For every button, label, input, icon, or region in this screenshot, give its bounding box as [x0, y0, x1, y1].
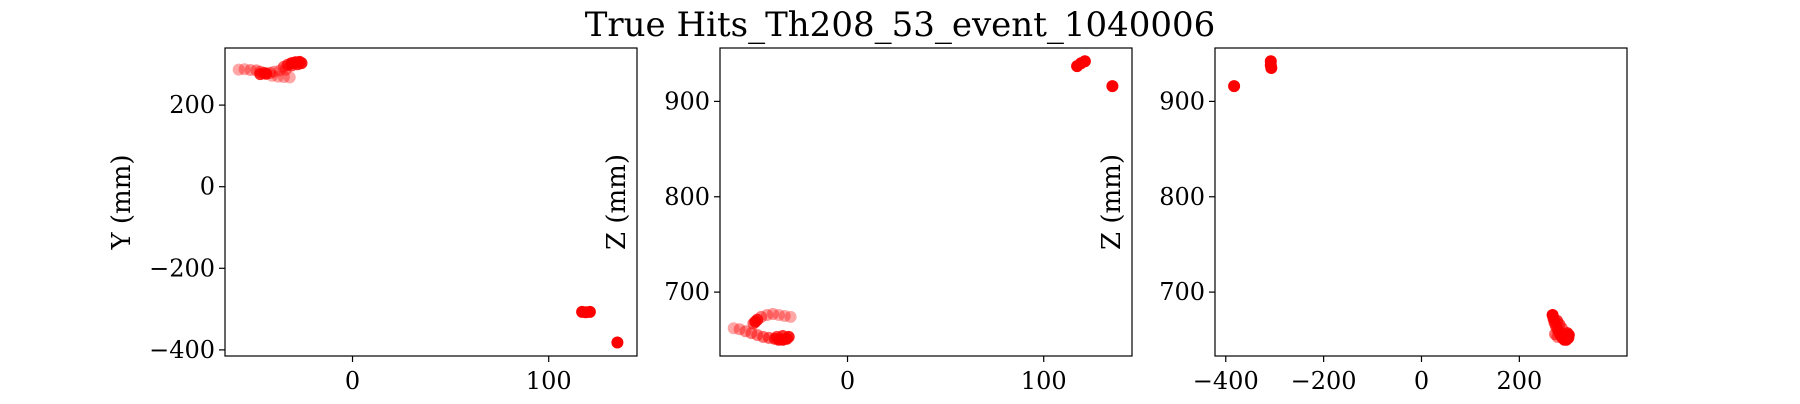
subplot-2: 0 100 700 800 900 Z (mm) — [602, 47, 1133, 395]
hit-point — [583, 305, 596, 318]
x-tick-label: 100 — [526, 367, 572, 395]
y-tick-label: −400 — [149, 336, 215, 364]
hit-point — [1551, 330, 1564, 343]
hit-point — [772, 309, 785, 321]
hit-point — [778, 310, 791, 322]
y-tick-label: 900 — [664, 87, 710, 115]
hit-point — [733, 323, 746, 336]
hit-point — [1265, 62, 1278, 74]
y-tick-label: −200 — [149, 254, 215, 282]
y-tick-label: 700 — [664, 278, 710, 306]
hit-point — [238, 63, 251, 76]
y-tick-label: 900 — [1159, 87, 1205, 115]
data-points — [727, 55, 1119, 346]
hit-point — [244, 64, 257, 76]
data-points — [232, 55, 624, 349]
y-tick-label: 800 — [664, 183, 710, 211]
hit-point — [266, 69, 279, 82]
y-tick-label: 700 — [1159, 278, 1205, 306]
y-tick-label: 0 — [200, 173, 215, 201]
hit-point — [264, 66, 277, 79]
y-axis-label: Z (mm) — [602, 154, 632, 250]
hit-point — [1106, 80, 1119, 93]
subplot-3: −400 −200 0 200 700 800 900 Z (mm) — [1097, 47, 1628, 395]
x-tick-label: −400 — [1193, 367, 1259, 395]
axes-frame — [224, 47, 638, 357]
data-points — [1228, 55, 1575, 346]
hit-point — [611, 336, 624, 349]
subplot-1: 0 100 −400 −200 0 200 Y (mm) — [107, 47, 638, 395]
hit-point — [761, 309, 774, 321]
x-tick-label: 200 — [1496, 367, 1542, 395]
hit-point — [770, 330, 783, 343]
y-axis-label: Y (mm) — [107, 154, 137, 250]
figure-title: True Hits_Th208_53_event_1040006 — [585, 5, 1216, 45]
y-tick-label: 200 — [169, 91, 215, 119]
y-axis-label: Z (mm) — [1097, 154, 1127, 250]
subplots: 0 100 −400 −200 0 200 Y (mm) 0 100 700 800 900 Z (mm… — [107, 47, 1628, 395]
axes-frame — [719, 47, 1133, 357]
hit-point — [295, 57, 308, 70]
hit-point — [1228, 80, 1241, 93]
hit-point — [272, 70, 284, 83]
hit-point — [767, 308, 779, 320]
hit-point — [268, 65, 280, 78]
hit-point — [1078, 55, 1091, 68]
x-tick-label: −200 — [1291, 367, 1357, 395]
hit-point — [277, 71, 290, 83]
hit-point — [283, 71, 296, 84]
x-tick-label: 0 — [1414, 367, 1429, 395]
hit-point — [784, 310, 797, 323]
axes-frame — [1214, 47, 1628, 357]
x-tick-label: 0 — [345, 367, 360, 395]
y-tick-label: 800 — [1159, 183, 1205, 211]
x-tick-label: 0 — [840, 367, 855, 395]
hit-point — [232, 63, 245, 76]
hit-point — [749, 315, 762, 328]
x-tick-label: 100 — [1021, 367, 1067, 395]
hit-point — [727, 322, 740, 335]
